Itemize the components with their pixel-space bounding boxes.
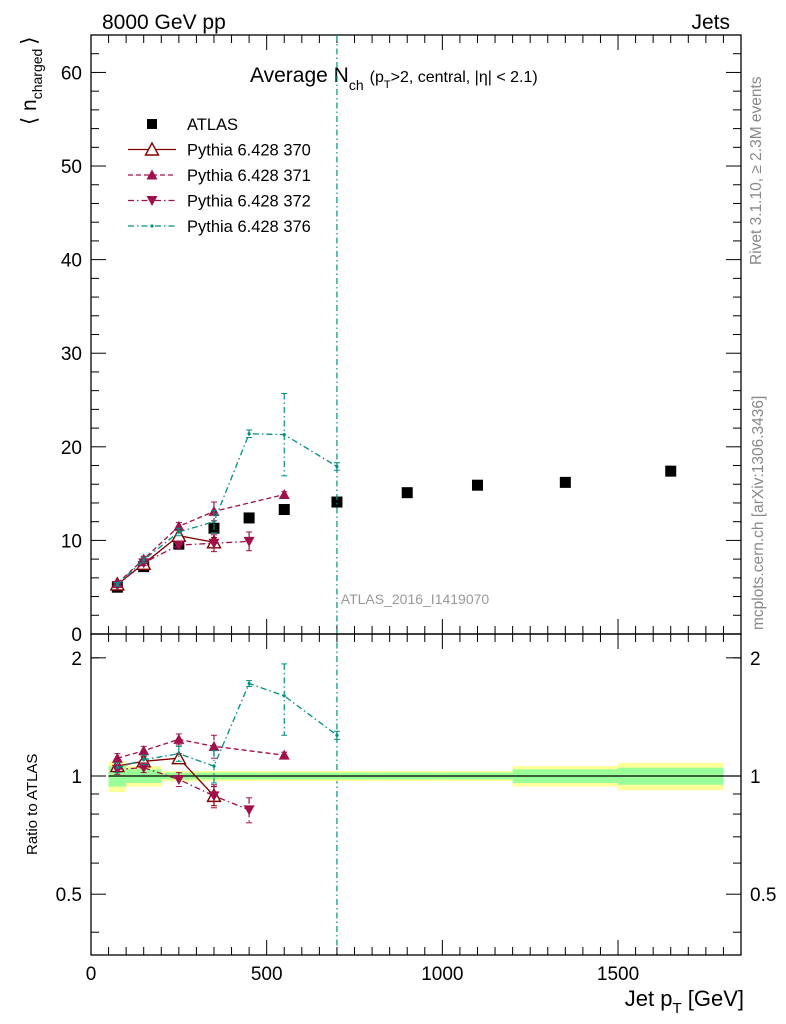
y-tick-label: 50 (61, 157, 82, 178)
series-4-ratio-point (177, 752, 181, 756)
x-tick-label: 1000 (421, 964, 463, 985)
x-tick-label: 0 (86, 964, 97, 985)
series-0-point (665, 465, 677, 477)
ratio-tick-label-right: 2 (750, 649, 761, 670)
series-4-line (116, 433, 338, 585)
y-axis-label-main: ⟨ n (18, 99, 41, 125)
main-panel: 0 10 20 30 40 50 60 (61, 34, 742, 955)
y-tick-label: 30 (61, 344, 82, 365)
series-4-point (177, 530, 181, 534)
chart-title: Average Nch (pT>2, central, |η| < 2.1) (250, 64, 538, 93)
series-2-ratio-point (138, 745, 150, 756)
series-0-point (471, 479, 483, 491)
legend-item-2-marker (146, 169, 158, 180)
ratio-tick-label-right: 1 (750, 767, 761, 788)
series-4-ratio-point (335, 733, 339, 737)
ratio-axis-label: Ratio to ATLAS (24, 754, 41, 855)
ratio-frame (90, 633, 742, 956)
series-0-point (559, 476, 571, 488)
series-0-point (401, 487, 413, 499)
legend-item-2-label: Pythia 6.428 371 (187, 167, 311, 185)
series-4-point (212, 520, 216, 524)
series-4-ratio-point (247, 681, 251, 686)
legend-item-4-marker (150, 224, 154, 228)
series-2-ratio-point (208, 740, 220, 751)
series-0-point (331, 496, 343, 508)
mcplots-label: mcplots.cern.ch [arXiv:1306.3436] (750, 396, 767, 630)
ratio-tick-label: 0.5 (56, 885, 82, 906)
ratio-tick-label-right: 0.5 (750, 885, 776, 906)
x-tick-label: 500 (251, 964, 283, 985)
title-sub: ch (349, 77, 364, 93)
x-axis-label-end: [GeV] (682, 986, 744, 1011)
series-4-point (142, 558, 146, 562)
legend-item-1-label: Pythia 6.428 370 (187, 142, 311, 160)
series-3-ratio-point (243, 805, 255, 816)
analysis-watermark: ATLAS_2016_I1419070 (341, 591, 490, 607)
y-axis-label-sub: charged (29, 49, 45, 100)
x-axis-label-main: Jet p (625, 986, 673, 1011)
title-rest: (p (370, 69, 384, 86)
series-2-ratio-point (173, 733, 185, 744)
series-0-point (278, 504, 290, 516)
series-3-point (208, 538, 220, 549)
series-4-ratio-point (115, 766, 119, 770)
title-rest-sub: T (384, 79, 391, 91)
x-axis-label: Jet pT [GeV] (625, 986, 744, 1017)
legend-item-1-marker (144, 141, 160, 156)
series-4-point (247, 432, 251, 436)
series-3-point (243, 536, 255, 547)
header-right: Jets (691, 11, 730, 34)
series-4-point (335, 464, 339, 469)
series-4-ratio-line (117, 682, 338, 769)
y-tick-label: 0 (71, 625, 82, 646)
ratio-panel: 0 500 1000 1500 0.5 0.5 1 1 2 2 (56, 633, 776, 985)
series-4-ratio-point (212, 764, 216, 768)
series-3-ratio-point (138, 763, 150, 774)
legend-item-0-label: ATLAS (187, 116, 238, 134)
series-3-ratio-point (208, 791, 220, 802)
x-axis-label-sub: T (672, 1000, 681, 1017)
legend: ATLAS Pythia 6.428 370 Pythia 6.428 371 Pyt… (128, 116, 311, 236)
series-1-ratio-point (171, 750, 187, 765)
y-tick-label: 60 (61, 63, 82, 84)
ratio-tick-label: 2 (71, 649, 82, 670)
series-3-line (116, 540, 250, 586)
y-axis-label: ⟨ ncharged ⟩ (18, 36, 45, 125)
series-4-ratio-point (282, 694, 286, 698)
series-2-point (278, 489, 290, 500)
y-tick-label: 20 (61, 438, 82, 459)
y-tick-label: 10 (61, 531, 82, 552)
header-left: 8000 GeV pp (102, 11, 226, 34)
series-0-point (243, 512, 255, 524)
series-2-ratio-point (111, 752, 123, 763)
title-rest-end: >2, central, |η| < 2.1) (391, 69, 538, 86)
y-axis-label-end: ⟩ (18, 36, 41, 44)
series-3-ratio-point (173, 774, 185, 785)
rivet-label: Rivet 3.1.10, ≥ 2.3M events (748, 76, 765, 265)
y-tick-label: 40 (61, 251, 82, 272)
title-main: Average N (250, 64, 349, 87)
legend-item-4-label: Pythia 6.428 376 (187, 218, 311, 236)
legend-item-0-marker (147, 119, 157, 129)
series-4-point (282, 433, 286, 437)
legend-item-3-label: Pythia 6.428 372 (187, 193, 311, 211)
legend-item-3-marker (146, 196, 158, 206)
series-4-point (115, 582, 119, 586)
x-tick-label: 1500 (597, 964, 639, 985)
series-4-ratio-point (142, 758, 146, 762)
series-2-ratio-point (278, 749, 290, 760)
series-3-point (173, 540, 185, 551)
ratio-tick-label: 1 (71, 767, 82, 788)
